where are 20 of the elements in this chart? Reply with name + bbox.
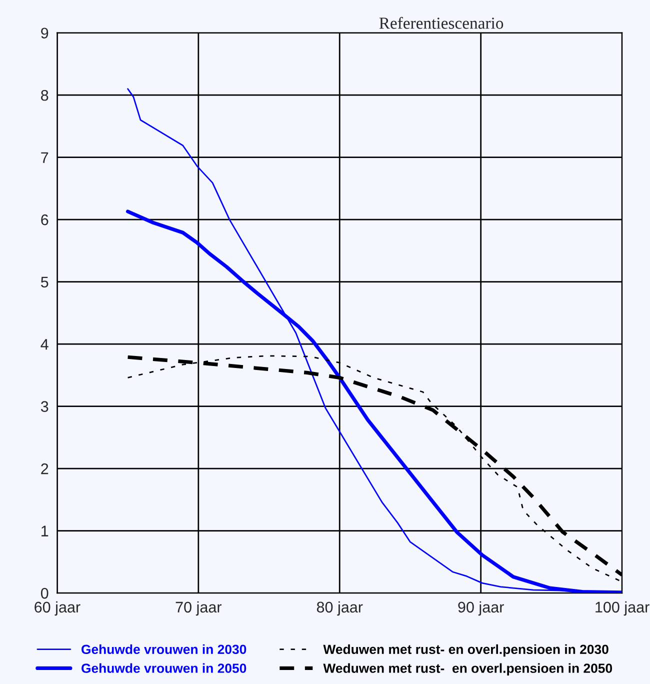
x-tick-label: 90 jaar <box>458 601 504 616</box>
y-tick-label: 1 <box>42 526 48 536</box>
y-tick-label: 7 <box>41 152 48 163</box>
legend-label: Gehuwde vrouwen in 2030 <box>82 644 246 654</box>
y-tick-label: 5 <box>40 276 48 288</box>
y-tick-label: 6 <box>41 214 48 226</box>
x-tick-label: 80 jaar <box>316 601 363 616</box>
x-tick-label: 100 jaar <box>596 601 650 616</box>
y-tick-label: 4 <box>40 339 48 350</box>
y-tick-label: 8 <box>41 90 48 101</box>
legend-label: Weduwen met rust- en overl.pensioen in 2050 <box>323 663 612 676</box>
x-tick-label: 60 jaar <box>34 601 80 616</box>
chart-title: Referentiescenario <box>379 16 504 29</box>
legend-label: Weduwen met rust- en overl.pensioen in 2030 <box>323 644 608 657</box>
legend-label: Gehuwde vrouwen in 2050 <box>82 663 246 673</box>
y-tick-label: 2 <box>41 463 48 474</box>
y-tick-label: 9 <box>41 28 48 39</box>
x-tick-label: 70 jaar <box>176 601 222 616</box>
y-tick-label: 0 <box>40 588 48 599</box>
y-tick-label: 3 <box>40 401 48 412</box>
